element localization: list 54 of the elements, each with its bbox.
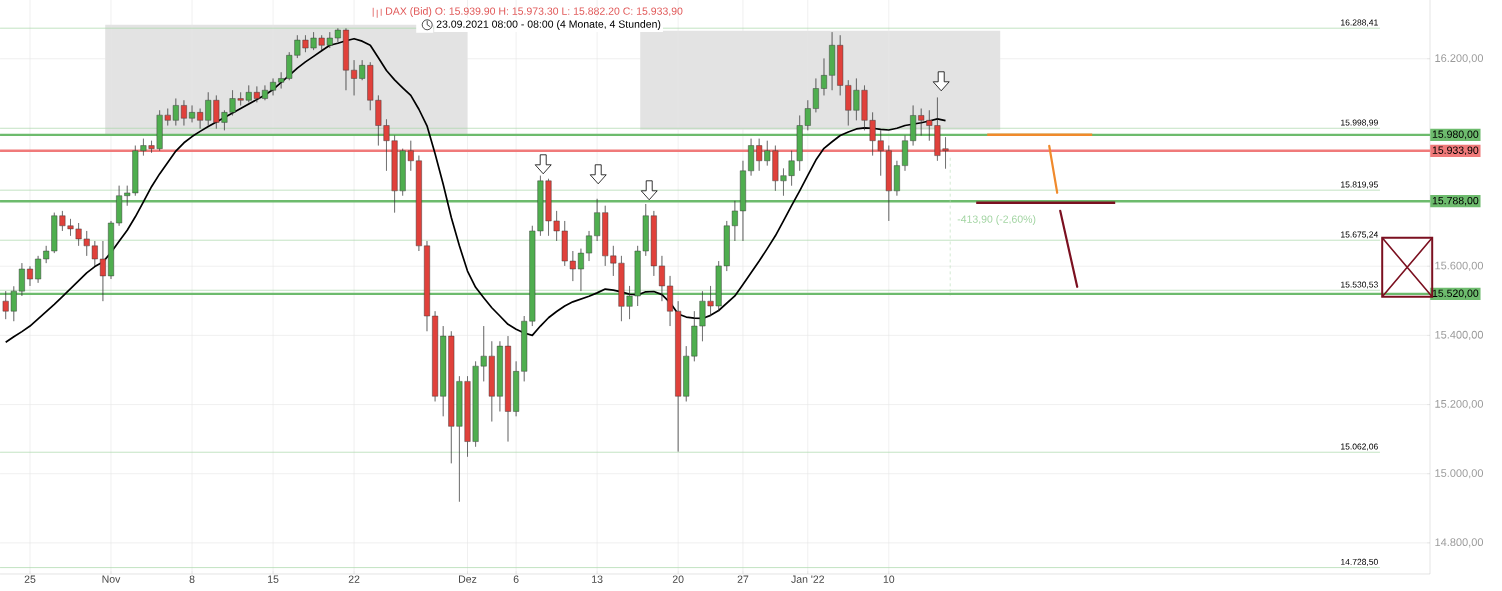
candlestick bbox=[577, 248, 584, 292]
y-tick-label: 16.200,00 bbox=[1435, 54, 1484, 64]
x-tick-label: 22 bbox=[348, 575, 360, 583]
ref-line-label: 15.788,00 bbox=[1432, 196, 1479, 206]
y-tick-label: 15.600,00 bbox=[1435, 261, 1484, 271]
x-tick-label: Nov bbox=[102, 575, 121, 583]
candlestick bbox=[667, 275, 674, 327]
x-tick-label: 27 bbox=[737, 575, 749, 583]
candlestick bbox=[342, 28, 349, 91]
y-tick-label: 15.000,00 bbox=[1435, 469, 1484, 479]
x-tick-label: Dez bbox=[459, 575, 477, 583]
candlestick bbox=[496, 341, 503, 412]
candlestick bbox=[748, 138, 755, 176]
ref-line-label: 15.530,53 bbox=[1341, 281, 1378, 289]
ref-line-label: 16.288,41 bbox=[1341, 19, 1378, 27]
candlestick bbox=[108, 220, 114, 280]
candlestick bbox=[505, 335, 511, 442]
candlestick bbox=[424, 240, 430, 332]
x-tick-label: 6 bbox=[513, 575, 519, 583]
x-tick-label: 10 bbox=[883, 575, 895, 583]
candlestick bbox=[180, 100, 187, 126]
ref-line-label: 15.933,90 bbox=[1432, 146, 1479, 156]
text: -413,90 (-2,60%) bbox=[957, 215, 1036, 225]
ref-line-label: 14.728,50 bbox=[1341, 558, 1378, 566]
y-tick-label: 15.200,00 bbox=[1435, 400, 1484, 410]
text: DAX (Bid) O: 15.939.90 H: 15.973.30 L: 15.882.20 C: 15.933,90 bbox=[386, 7, 683, 17]
ref-line-label: 15.998,99 bbox=[1341, 119, 1378, 127]
candlestick bbox=[586, 230, 593, 262]
y-tick-label: 15.400,00 bbox=[1435, 330, 1484, 340]
ref-line-label: 15.062,06 bbox=[1341, 443, 1378, 451]
candlestick bbox=[189, 105, 196, 123]
candlestick bbox=[658, 255, 665, 302]
ref-line-label: 15.520,00 bbox=[1432, 289, 1479, 299]
candlestick bbox=[99, 240, 106, 302]
candlestick bbox=[351, 59, 358, 96]
ref-line-label: 15.980,00 bbox=[1432, 130, 1479, 140]
x-tick-label: 20 bbox=[672, 575, 684, 583]
candlestick bbox=[261, 85, 268, 101]
x-tick-label: 25 bbox=[24, 575, 36, 583]
ref-line-label: 15.819,95 bbox=[1341, 181, 1378, 189]
ref-line-label: 15.675,24 bbox=[1341, 231, 1379, 239]
y-tick-label: 14.800,00 bbox=[1435, 538, 1484, 548]
text: 23.09.2021 08:00 - 08:00 (4 Monate, 4 Stunden) bbox=[436, 20, 661, 30]
candlestick bbox=[739, 160, 746, 242]
candlestick bbox=[270, 78, 277, 96]
candlestick bbox=[902, 135, 908, 172]
x-tick-label: Jan '22 bbox=[791, 575, 825, 583]
x-tick-label: 13 bbox=[592, 575, 603, 583]
candlestick bbox=[27, 266, 33, 287]
candlestick bbox=[829, 31, 836, 91]
x-tick-label: 15 bbox=[268, 575, 279, 583]
candlestick bbox=[821, 58, 827, 96]
candlestick bbox=[432, 310, 439, 402]
x-tick-label: 8 bbox=[189, 575, 195, 583]
